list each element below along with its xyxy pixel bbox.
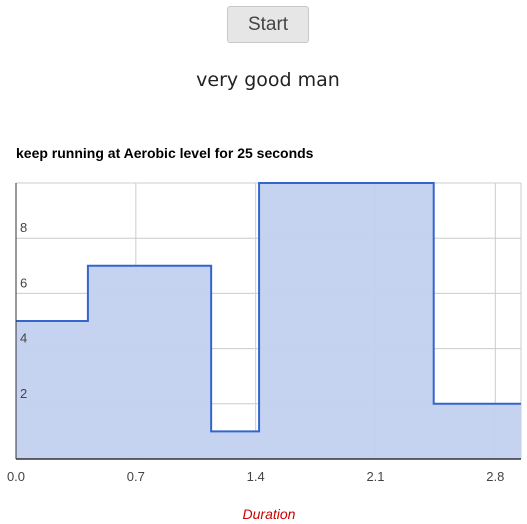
start-button[interactable]: Start [227,6,309,43]
series-line [16,182,521,433]
x-tick-label-2.8: 2.8 [486,469,504,484]
x-tick-label-0.7: 0.7 [127,469,145,484]
series-area [16,182,521,459]
y-tick-label-4: 4 [20,331,27,346]
y-tick-label-6: 6 [20,275,27,290]
x-tick-label-1.4: 1.4 [247,469,265,484]
status-text: very good man [196,69,340,91]
x-axis-title: Duration [243,506,296,522]
series-area-fill [16,183,521,459]
tick-labels: 2 4 6 8 0.0 0.7 1.4 2.1 2.8 [7,220,504,484]
chart-title: keep running at Aerobic level for 25 sec… [16,145,314,161]
axes [15,183,521,460]
y-tick-label-2: 2 [20,386,27,401]
x-tick-label-2.1: 2.1 [366,469,384,484]
x-tick-label-0.0: 0.0 [7,469,25,484]
y-tick-label-8: 8 [20,220,27,235]
